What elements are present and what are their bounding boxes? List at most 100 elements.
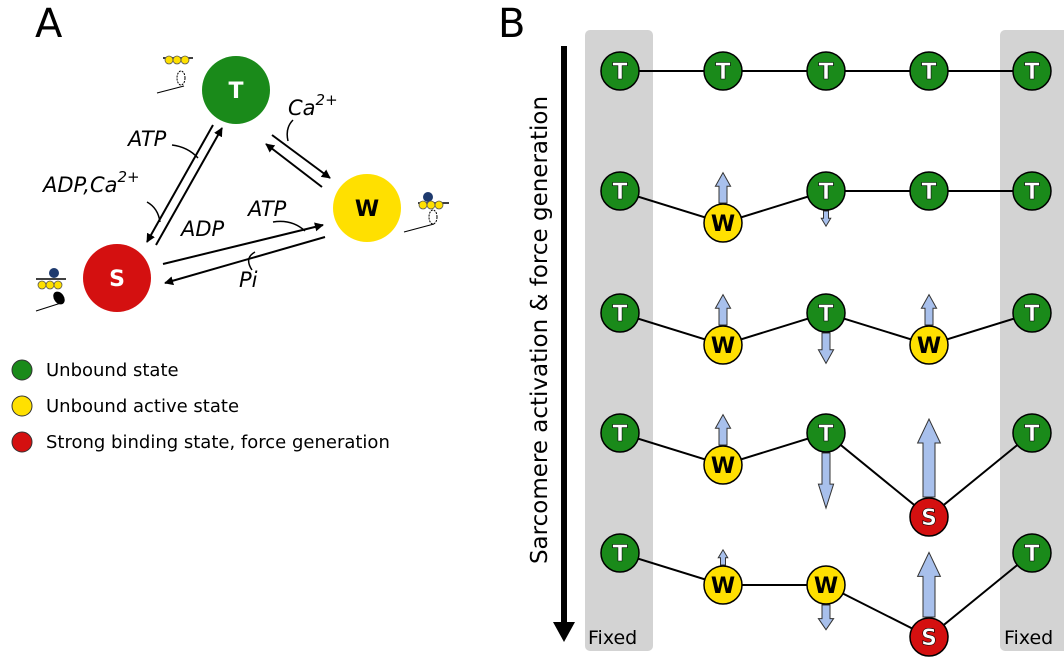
state-node	[909, 617, 949, 657]
state-node	[600, 413, 640, 453]
hook-adp-ca	[146, 201, 161, 223]
state-node	[909, 325, 949, 365]
state-node-letter: T	[612, 60, 627, 85]
state-node	[1012, 51, 1052, 91]
state-node	[806, 293, 846, 333]
label-adp: ADP	[179, 217, 225, 241]
state-s-circle	[83, 244, 151, 312]
state-node	[806, 171, 846, 211]
legend-swatch-red	[11, 431, 33, 453]
force-arrow	[817, 332, 835, 365]
state-node-letter: W	[711, 454, 735, 479]
state-node-letter: W	[814, 574, 838, 599]
state-node	[703, 51, 743, 91]
state-node	[806, 51, 846, 91]
state-w-letter: W	[355, 197, 379, 222]
hook-atp	[171, 144, 199, 159]
state-node	[1012, 533, 1052, 573]
legend-swatch-green	[11, 359, 33, 381]
panel-b-label: B	[498, 1, 525, 47]
state-node-letter: T	[921, 180, 936, 205]
force-arrow	[817, 604, 835, 631]
arrow-s-to-w	[162, 222, 324, 265]
thin-filament-icon-s	[35, 268, 66, 312]
force-arrow	[916, 417, 942, 498]
state-node	[909, 171, 949, 211]
label-ca: Ca2+	[288, 91, 338, 120]
force-arrow	[817, 452, 835, 510]
state-node	[600, 51, 640, 91]
state-node	[703, 203, 743, 243]
state-node-letter: T	[612, 422, 627, 447]
force-arrow	[916, 551, 942, 618]
label-pi: Pi	[239, 268, 258, 292]
state-t: T	[202, 56, 270, 124]
sarcomere-row: T W W S T	[600, 533, 1052, 657]
arrow-t-to-w	[271, 134, 331, 179]
axis-label: Sarcomere activation & force generation	[527, 96, 553, 564]
legend-label-unbound: Unbound state	[46, 360, 179, 381]
axis-arrowhead	[553, 622, 575, 642]
legend-item-unbound-active: Unbound active state	[11, 395, 239, 417]
thin-filament-icon-t	[156, 55, 193, 94]
state-w-circle	[333, 174, 401, 242]
hook-ca	[286, 119, 294, 142]
state-node	[600, 533, 640, 573]
state-node	[909, 51, 949, 91]
state-s-letter: S	[109, 267, 125, 292]
panel-a: A ATP ADP,Ca2+ Ca2+ ADP ATP Pi T	[11, 1, 449, 453]
state-node-letter: T	[715, 60, 730, 85]
state-s: S	[83, 244, 151, 312]
state-node-letter: T	[1024, 180, 1039, 205]
state-node-letter: T	[818, 180, 833, 205]
state-w: W	[333, 174, 401, 242]
sarcomere-rows: T T T T T T W T T T T W T W T T W T S T T W W S T	[600, 51, 1052, 657]
panel-b: B Fixed Fixed Sarcomere activation & for…	[498, 1, 1064, 657]
state-node	[1012, 293, 1052, 333]
state-node-letter: W	[711, 574, 735, 599]
fixed-label-right: Fixed	[1004, 627, 1053, 649]
state-t-letter: T	[228, 79, 243, 104]
state-node-letter: T	[818, 60, 833, 85]
state-node-letter: W	[711, 212, 735, 237]
state-node-letter: T	[612, 180, 627, 205]
sarcomere-row: T W T T T	[600, 171, 1052, 243]
arrow-w-to-s	[164, 236, 326, 286]
label-adp-ca: ADP,Ca2+	[41, 168, 140, 197]
hook-atp-mid	[272, 220, 306, 232]
state-node	[600, 293, 640, 333]
state-node-letter: T	[1024, 302, 1039, 327]
arrow-w-to-t	[265, 143, 323, 188]
state-node-letter: T	[1024, 60, 1039, 85]
legend: Unbound state Unbound active state Stron…	[11, 359, 390, 453]
legend-label-unbound-active: Unbound active state	[46, 396, 239, 417]
state-node	[1012, 171, 1052, 211]
legend-item-unbound: Unbound state	[11, 359, 179, 381]
state-node	[703, 565, 743, 605]
panel-a-label: A	[35, 1, 63, 47]
state-node-letter: T	[921, 60, 936, 85]
state-node-letter: T	[612, 302, 627, 327]
state-node	[806, 565, 846, 605]
transition-arrows	[146, 119, 331, 286]
force-arrow	[714, 413, 732, 446]
state-node	[600, 171, 640, 211]
state-node	[806, 413, 846, 453]
state-node-letter: S	[921, 506, 937, 531]
arrow-t-to-s	[146, 124, 214, 243]
thin-filament-icon-w	[403, 192, 449, 233]
state-node	[703, 445, 743, 485]
force-arrow	[920, 293, 938, 326]
force-arrow	[717, 548, 729, 566]
state-node-letter: T	[1024, 542, 1039, 567]
state-node	[703, 325, 743, 365]
hook-pi	[247, 251, 256, 271]
state-node-letter: T	[818, 302, 833, 327]
force-arrow	[714, 293, 732, 326]
state-t-circle	[202, 56, 270, 124]
state-node-letter: W	[711, 334, 735, 359]
force-arrow	[820, 210, 832, 228]
legend-item-strong-binding: Strong binding state, force generation	[11, 431, 390, 453]
